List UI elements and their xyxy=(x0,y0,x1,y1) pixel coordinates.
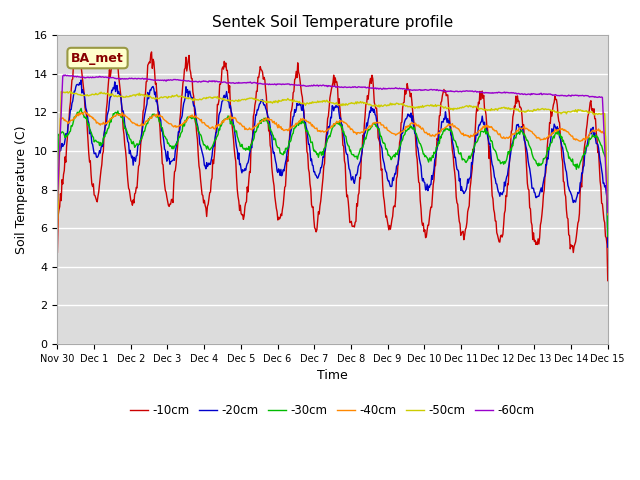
-20cm xyxy=(177,117,184,122)
-40cm xyxy=(417,123,424,129)
-60cm xyxy=(206,78,214,84)
-40cm xyxy=(177,121,184,127)
Line: -10cm: -10cm xyxy=(58,51,608,281)
Text: BA_met: BA_met xyxy=(71,51,124,65)
-20cm xyxy=(417,160,424,166)
-20cm xyxy=(121,122,129,128)
-10cm xyxy=(177,110,184,116)
Line: -20cm: -20cm xyxy=(58,80,608,247)
-20cm xyxy=(63,131,71,136)
-20cm xyxy=(206,162,214,168)
Y-axis label: Soil Temperature (C): Soil Temperature (C) xyxy=(15,125,28,254)
-40cm xyxy=(54,228,61,234)
-60cm xyxy=(61,72,69,78)
Line: -30cm: -30cm xyxy=(58,108,608,237)
-40cm xyxy=(63,119,71,125)
-40cm xyxy=(206,125,214,131)
-50cm xyxy=(177,93,184,99)
-60cm xyxy=(177,77,184,83)
-40cm xyxy=(400,127,408,133)
Legend: -10cm, -20cm, -30cm, -40cm, -50cm, -60cm: -10cm, -20cm, -30cm, -40cm, -50cm, -60cm xyxy=(125,399,540,421)
-50cm xyxy=(400,102,408,108)
Line: -60cm: -60cm xyxy=(58,75,608,213)
-50cm xyxy=(54,215,61,221)
-30cm xyxy=(63,132,71,137)
-60cm xyxy=(604,210,612,216)
-50cm xyxy=(604,203,612,209)
-30cm xyxy=(206,147,214,153)
Title: Sentek Soil Temperature profile: Sentek Soil Temperature profile xyxy=(212,15,453,30)
-40cm xyxy=(121,112,129,118)
-20cm xyxy=(400,120,408,126)
-50cm xyxy=(121,95,129,100)
-10cm xyxy=(206,190,214,195)
-40cm xyxy=(81,108,89,114)
-50cm xyxy=(63,89,71,95)
Line: -50cm: -50cm xyxy=(58,91,608,218)
-30cm xyxy=(400,132,408,138)
-30cm xyxy=(604,234,612,240)
-10cm xyxy=(417,198,424,204)
-20cm xyxy=(604,244,612,250)
X-axis label: Time: Time xyxy=(317,369,348,382)
-20cm xyxy=(54,213,61,219)
-60cm xyxy=(54,198,61,204)
-10cm xyxy=(604,278,612,284)
-10cm xyxy=(400,99,408,105)
-10cm xyxy=(121,142,129,148)
-60cm xyxy=(417,87,424,93)
-30cm xyxy=(54,213,61,219)
-50cm xyxy=(67,88,74,94)
-30cm xyxy=(121,126,129,132)
-10cm xyxy=(63,135,71,141)
-50cm xyxy=(417,104,424,109)
-40cm xyxy=(604,212,612,217)
-10cm xyxy=(54,250,61,255)
Line: -40cm: -40cm xyxy=(58,111,608,231)
-30cm xyxy=(77,106,85,111)
-60cm xyxy=(121,76,129,82)
-20cm xyxy=(77,77,85,83)
-50cm xyxy=(206,94,214,100)
-60cm xyxy=(64,73,72,79)
-10cm xyxy=(72,48,79,54)
-30cm xyxy=(177,131,184,137)
-30cm xyxy=(417,141,424,146)
-60cm xyxy=(400,86,408,92)
